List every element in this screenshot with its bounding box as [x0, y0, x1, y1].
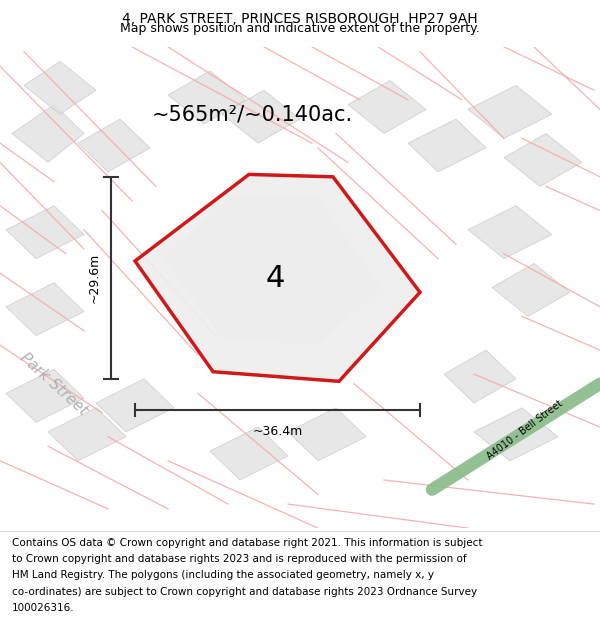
Polygon shape: [12, 104, 84, 162]
Text: to Crown copyright and database rights 2023 and is reproduced with the permissio: to Crown copyright and database rights 2…: [12, 554, 467, 564]
Polygon shape: [162, 196, 381, 345]
Polygon shape: [96, 379, 174, 432]
Text: 100026316.: 100026316.: [12, 603, 74, 613]
Polygon shape: [468, 86, 552, 138]
Text: Map shows position and indicative extent of the property.: Map shows position and indicative extent…: [120, 22, 480, 35]
Polygon shape: [6, 282, 84, 336]
Polygon shape: [348, 81, 426, 134]
Polygon shape: [222, 90, 300, 143]
Polygon shape: [408, 119, 486, 172]
Text: ~565m²/~0.140ac.: ~565m²/~0.140ac.: [151, 104, 353, 124]
Polygon shape: [210, 427, 288, 480]
Text: 4, PARK STREET, PRINCES RISBOROUGH, HP27 9AH: 4, PARK STREET, PRINCES RISBOROUGH, HP27…: [122, 12, 478, 26]
Polygon shape: [6, 369, 84, 423]
Polygon shape: [6, 206, 84, 259]
Text: ~36.4m: ~36.4m: [253, 426, 302, 438]
Polygon shape: [504, 134, 582, 186]
Polygon shape: [288, 408, 366, 461]
Polygon shape: [24, 61, 96, 114]
Polygon shape: [444, 350, 516, 403]
Polygon shape: [492, 264, 570, 316]
Polygon shape: [135, 174, 420, 381]
Text: 4: 4: [265, 264, 284, 293]
Text: co-ordinates) are subject to Crown copyright and database rights 2023 Ordnance S: co-ordinates) are subject to Crown copyr…: [12, 587, 477, 597]
Text: Contains OS data © Crown copyright and database right 2021. This information is : Contains OS data © Crown copyright and d…: [12, 538, 482, 548]
Polygon shape: [168, 71, 246, 124]
Text: Park Street: Park Street: [17, 349, 91, 418]
Polygon shape: [48, 408, 126, 461]
Polygon shape: [78, 119, 150, 172]
Polygon shape: [468, 206, 552, 259]
Text: A4010 - Bell Street: A4010 - Bell Street: [485, 398, 565, 461]
Text: HM Land Registry. The polygons (including the associated geometry, namely x, y: HM Land Registry. The polygons (includin…: [12, 571, 434, 581]
Polygon shape: [474, 408, 558, 461]
Text: ~29.6m: ~29.6m: [88, 253, 101, 303]
